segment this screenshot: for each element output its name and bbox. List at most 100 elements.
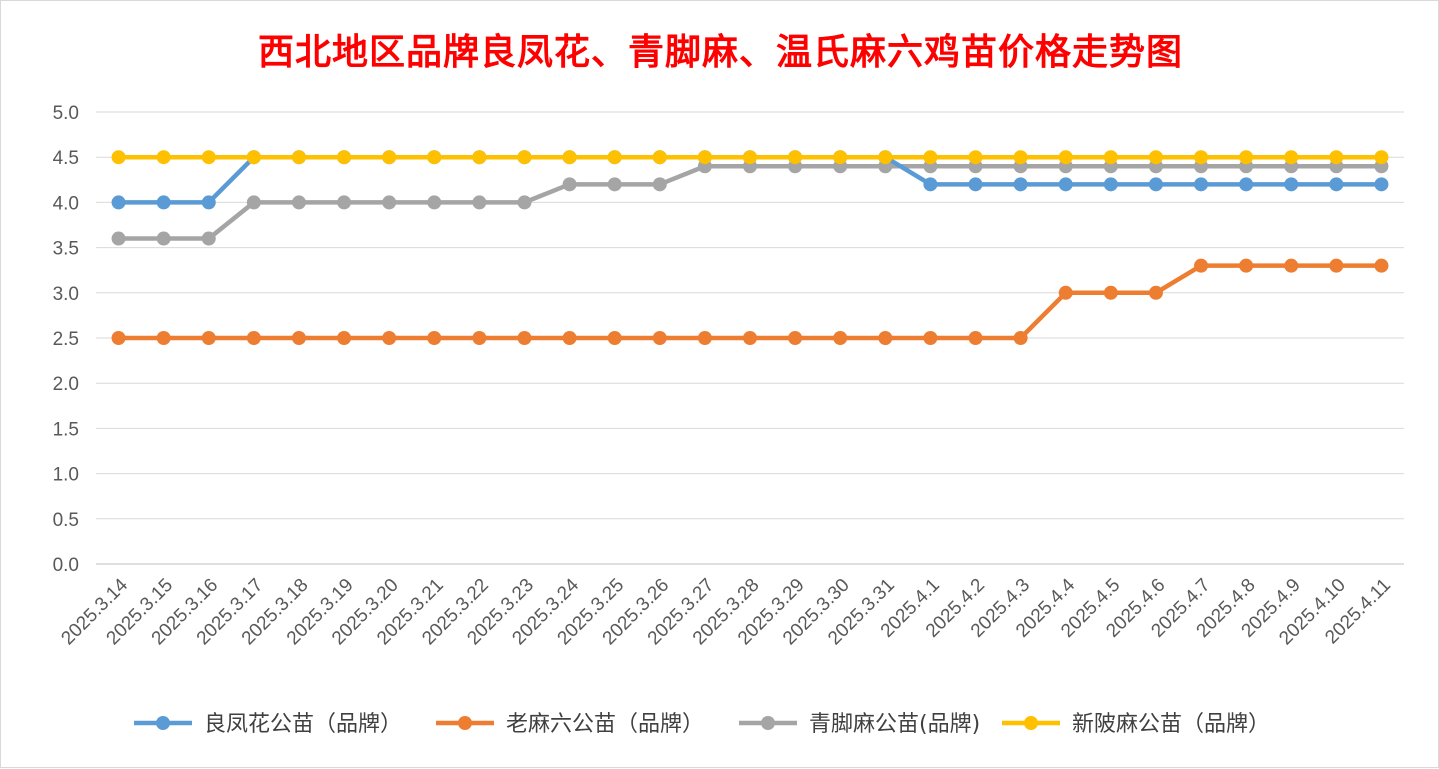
data-point xyxy=(1284,150,1299,165)
data-point xyxy=(878,150,893,165)
data-point xyxy=(291,195,306,210)
data-point xyxy=(1013,150,1028,165)
data-point xyxy=(382,150,397,165)
legend-label: 青脚麻公苗(品牌) xyxy=(809,712,980,737)
data-point xyxy=(833,150,848,165)
data-point xyxy=(382,331,397,345)
series-line-1 xyxy=(116,263,1384,341)
data-point xyxy=(427,150,442,165)
data-point xyxy=(607,177,622,192)
data-point xyxy=(337,331,352,345)
data-point xyxy=(607,331,622,345)
data-point xyxy=(472,331,487,345)
data-point xyxy=(1194,150,1209,165)
data-point xyxy=(517,331,532,345)
data-point xyxy=(156,150,171,165)
data-point xyxy=(427,331,442,345)
data-point xyxy=(1329,177,1344,192)
data-point xyxy=(788,150,803,165)
data-point xyxy=(1148,150,1163,165)
chart-title: 西北地区品牌良凤花、青脚麻、温氏麻六鸡苗价格走势图 xyxy=(257,31,1183,73)
data-point xyxy=(788,331,803,345)
data-point xyxy=(697,150,712,165)
data-point xyxy=(1329,150,1344,165)
legend-label: 老麻六公苗（品牌） xyxy=(506,712,704,737)
data-point xyxy=(111,331,126,345)
data-point xyxy=(201,231,216,246)
data-point xyxy=(1374,150,1389,165)
data-point xyxy=(427,195,442,210)
data-point xyxy=(291,150,306,165)
data-point xyxy=(1374,258,1389,273)
data-point xyxy=(652,150,667,165)
data-point xyxy=(156,331,171,345)
y-tick-label: 3.5 xyxy=(53,239,79,260)
data-point xyxy=(1284,258,1299,273)
data-point xyxy=(1194,258,1209,273)
data-point xyxy=(382,195,397,210)
legend-marker xyxy=(1024,716,1038,730)
legend-marker xyxy=(156,716,170,730)
y-tick-label: 2.0 xyxy=(53,374,79,395)
data-point xyxy=(1103,177,1118,192)
data-point xyxy=(652,177,667,192)
y-tick-label: 0.0 xyxy=(53,555,79,576)
data-point xyxy=(652,331,667,345)
y-tick-label: 1.5 xyxy=(53,419,79,440)
data-point xyxy=(923,331,938,345)
y-tick-label: 1.0 xyxy=(53,465,79,486)
data-point xyxy=(1239,258,1254,273)
data-point xyxy=(1239,177,1254,192)
y-tick-label: 2.5 xyxy=(53,329,79,350)
data-point xyxy=(337,195,352,210)
data-point xyxy=(156,231,171,246)
data-point xyxy=(337,150,352,165)
data-point xyxy=(291,331,306,345)
y-tick-label: 4.0 xyxy=(53,193,79,214)
data-point xyxy=(1148,177,1163,192)
data-point xyxy=(743,150,757,165)
data-point xyxy=(1103,285,1118,300)
data-point xyxy=(968,331,983,345)
data-point xyxy=(1194,177,1209,192)
data-point xyxy=(562,150,577,165)
data-point xyxy=(562,331,577,345)
data-point xyxy=(246,195,261,210)
data-point xyxy=(201,331,216,345)
data-point xyxy=(472,150,487,165)
data-point xyxy=(1058,150,1073,165)
data-point xyxy=(1013,177,1028,192)
y-tick-label: 0.5 xyxy=(53,510,79,531)
data-point xyxy=(111,231,126,246)
data-point xyxy=(201,195,216,210)
data-point xyxy=(1058,285,1073,300)
data-point xyxy=(968,177,983,192)
data-point xyxy=(1058,177,1073,192)
y-tick-label: 5.0 xyxy=(53,103,79,124)
y-tick-label: 3.0 xyxy=(53,284,79,305)
data-point xyxy=(246,331,261,345)
legend-marker xyxy=(761,716,775,730)
legend-label: 新陂麻公苗（品牌） xyxy=(1072,712,1270,737)
y-tick-label: 4.5 xyxy=(53,148,79,169)
data-point xyxy=(156,195,171,210)
data-point xyxy=(833,331,848,345)
data-point xyxy=(517,150,532,165)
data-point xyxy=(111,195,126,210)
data-point xyxy=(878,331,893,345)
legend-marker xyxy=(458,716,472,730)
data-point xyxy=(923,150,938,165)
data-point xyxy=(111,150,126,165)
data-point xyxy=(1013,331,1028,345)
data-point xyxy=(246,150,261,165)
legend-label: 良凤花公苗（品牌） xyxy=(204,712,402,737)
data-point xyxy=(201,150,216,165)
data-point xyxy=(968,150,983,165)
data-point xyxy=(562,177,577,192)
data-point xyxy=(1374,177,1389,192)
data-point xyxy=(1329,258,1344,273)
data-point xyxy=(923,177,938,192)
data-point xyxy=(1103,150,1118,165)
